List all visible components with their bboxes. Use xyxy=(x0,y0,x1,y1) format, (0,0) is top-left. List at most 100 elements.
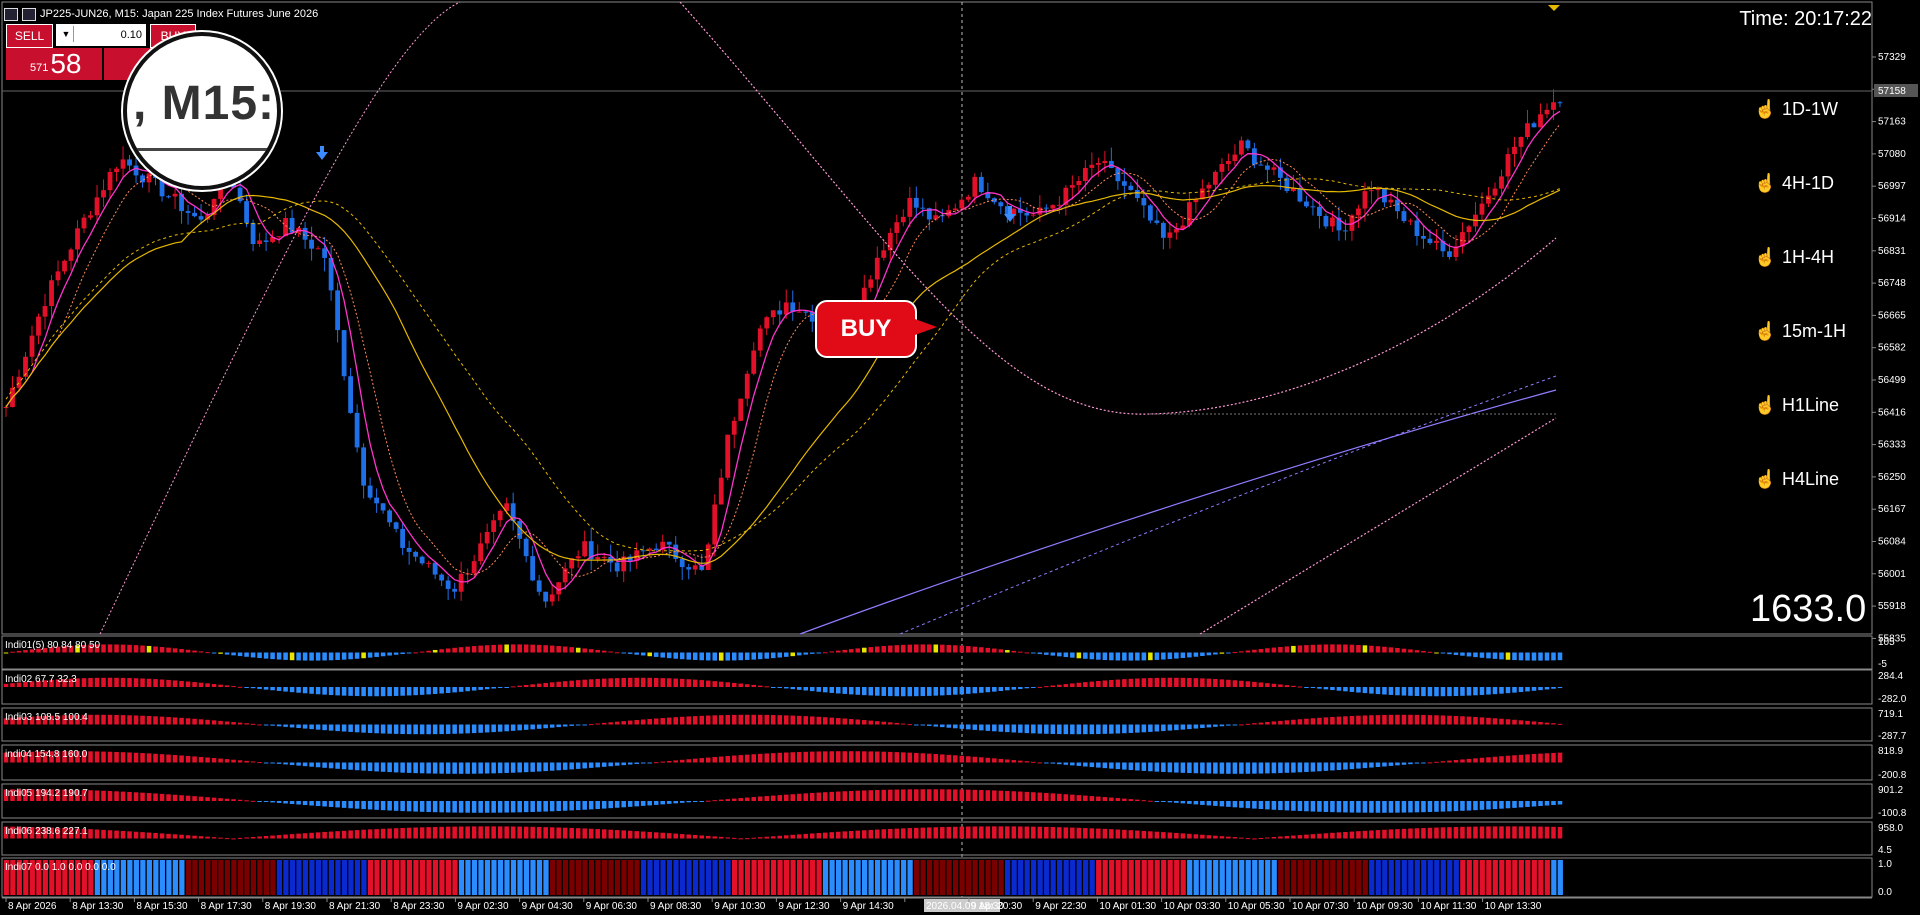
indicator-bar xyxy=(465,646,470,653)
indicator-bar xyxy=(1447,827,1452,839)
indicator-bar xyxy=(946,754,952,763)
bid-price-prefix: 571 xyxy=(30,62,49,74)
indicator-bar xyxy=(595,723,600,725)
candle-body xyxy=(146,173,152,183)
chevron-down-icon[interactable]: ▼ xyxy=(59,26,74,42)
indicator-bar xyxy=(1154,762,1160,772)
indicator-bar xyxy=(1135,860,1141,895)
indicator-bar xyxy=(1395,801,1400,813)
indicator-bar xyxy=(1011,860,1017,895)
indicator-bar xyxy=(471,724,477,734)
indicator-bar xyxy=(153,753,158,763)
indicator-bar xyxy=(114,677,119,687)
legend-label: 4H-1D xyxy=(1782,172,1835,193)
indicator-bar xyxy=(406,687,412,696)
candle-body xyxy=(1401,211,1407,222)
indicator-bar xyxy=(979,790,984,801)
indicator-bar xyxy=(1401,860,1407,895)
indicator-bar xyxy=(302,652,308,661)
indicator-bar xyxy=(1005,860,1011,895)
candle-body xyxy=(1024,212,1030,216)
indicator-bar xyxy=(16,860,22,895)
indicator-bar xyxy=(1206,678,1212,687)
chart-window-icon[interactable] xyxy=(4,7,18,21)
chart-type-icon[interactable] xyxy=(22,7,36,21)
indicator-bar xyxy=(1538,722,1543,725)
indicator-bar xyxy=(133,752,139,763)
indicator-bar xyxy=(595,649,600,653)
candle-body xyxy=(185,211,191,213)
candle-body xyxy=(621,556,627,572)
indicator-bar xyxy=(595,860,601,895)
candle-body xyxy=(1349,215,1355,231)
indicator-bar xyxy=(1128,652,1134,661)
indicator-bar xyxy=(88,790,93,801)
indicator-bar xyxy=(478,645,483,653)
indicator-bar xyxy=(348,652,353,660)
candle-body xyxy=(1167,232,1173,238)
indicator-bar xyxy=(1427,687,1433,697)
indicator-bar xyxy=(1037,762,1043,764)
indicator-bar xyxy=(699,801,704,802)
indicator-bar xyxy=(796,860,803,895)
indicator-bar xyxy=(309,724,314,730)
indicator-bar xyxy=(660,860,666,895)
indicator-bar xyxy=(1050,793,1056,801)
indicator-bar xyxy=(1349,687,1355,692)
indicator-bar xyxy=(725,756,731,763)
indicator-panel xyxy=(1,744,1873,781)
indicator-bar xyxy=(1414,801,1420,813)
indicator-bar xyxy=(3,752,9,763)
indicator-bar xyxy=(979,826,984,839)
indicator-bar xyxy=(1538,753,1543,763)
ma-fast-line xyxy=(5,110,1561,591)
indicator-bar xyxy=(101,644,106,653)
indicator-bar xyxy=(198,796,204,801)
indicator-bar xyxy=(1089,828,1095,839)
indicator-bar xyxy=(374,652,379,657)
indicator-bar xyxy=(1388,860,1394,895)
indicator-bar xyxy=(777,795,783,801)
indicator-bar xyxy=(400,801,405,812)
indicator-bar xyxy=(491,801,496,813)
indicator-bar xyxy=(484,762,490,774)
indicator-bar xyxy=(946,860,952,895)
candle-body xyxy=(1466,226,1472,233)
indicator-bar xyxy=(1031,761,1036,763)
indicator-bar xyxy=(159,793,165,801)
indicator-bar xyxy=(192,756,197,763)
indicator-bar xyxy=(458,724,464,734)
indicator-bar xyxy=(835,831,841,839)
indicator-bar xyxy=(862,687,867,696)
indicator-bar xyxy=(231,799,236,801)
candle-body xyxy=(1121,181,1127,186)
indicator-bar xyxy=(1473,716,1478,725)
indicator-bar xyxy=(205,860,211,895)
sell-button[interactable]: SELL xyxy=(6,24,53,48)
indicator-bar xyxy=(543,724,548,729)
indicator-bar xyxy=(575,828,581,839)
indicator-bar xyxy=(940,860,946,895)
indicator-bar xyxy=(1063,652,1069,658)
indicator-bar xyxy=(894,645,900,653)
indicator-bar xyxy=(1083,762,1088,767)
candle-body xyxy=(1128,185,1134,191)
indicator-bar xyxy=(686,860,692,895)
candle-body xyxy=(1232,154,1238,162)
candle-body xyxy=(335,290,341,331)
indicator-bar xyxy=(1187,652,1192,658)
indicator-bar xyxy=(185,860,191,895)
indicator-bar xyxy=(1102,828,1108,839)
indicator-bar xyxy=(712,715,718,725)
indicator-bar xyxy=(10,651,15,653)
lot-size-input[interactable]: ▼ 0.10 xyxy=(56,24,146,46)
bid-price-box[interactable]: 571 58 xyxy=(6,48,102,80)
indicator-bar xyxy=(627,762,633,765)
indicator-bar xyxy=(666,652,672,659)
indicator-bar xyxy=(211,837,217,839)
indicator-bar xyxy=(666,760,672,763)
candle-body xyxy=(1076,180,1082,186)
indicator-bar xyxy=(322,831,327,839)
indicator-bar xyxy=(114,830,119,839)
